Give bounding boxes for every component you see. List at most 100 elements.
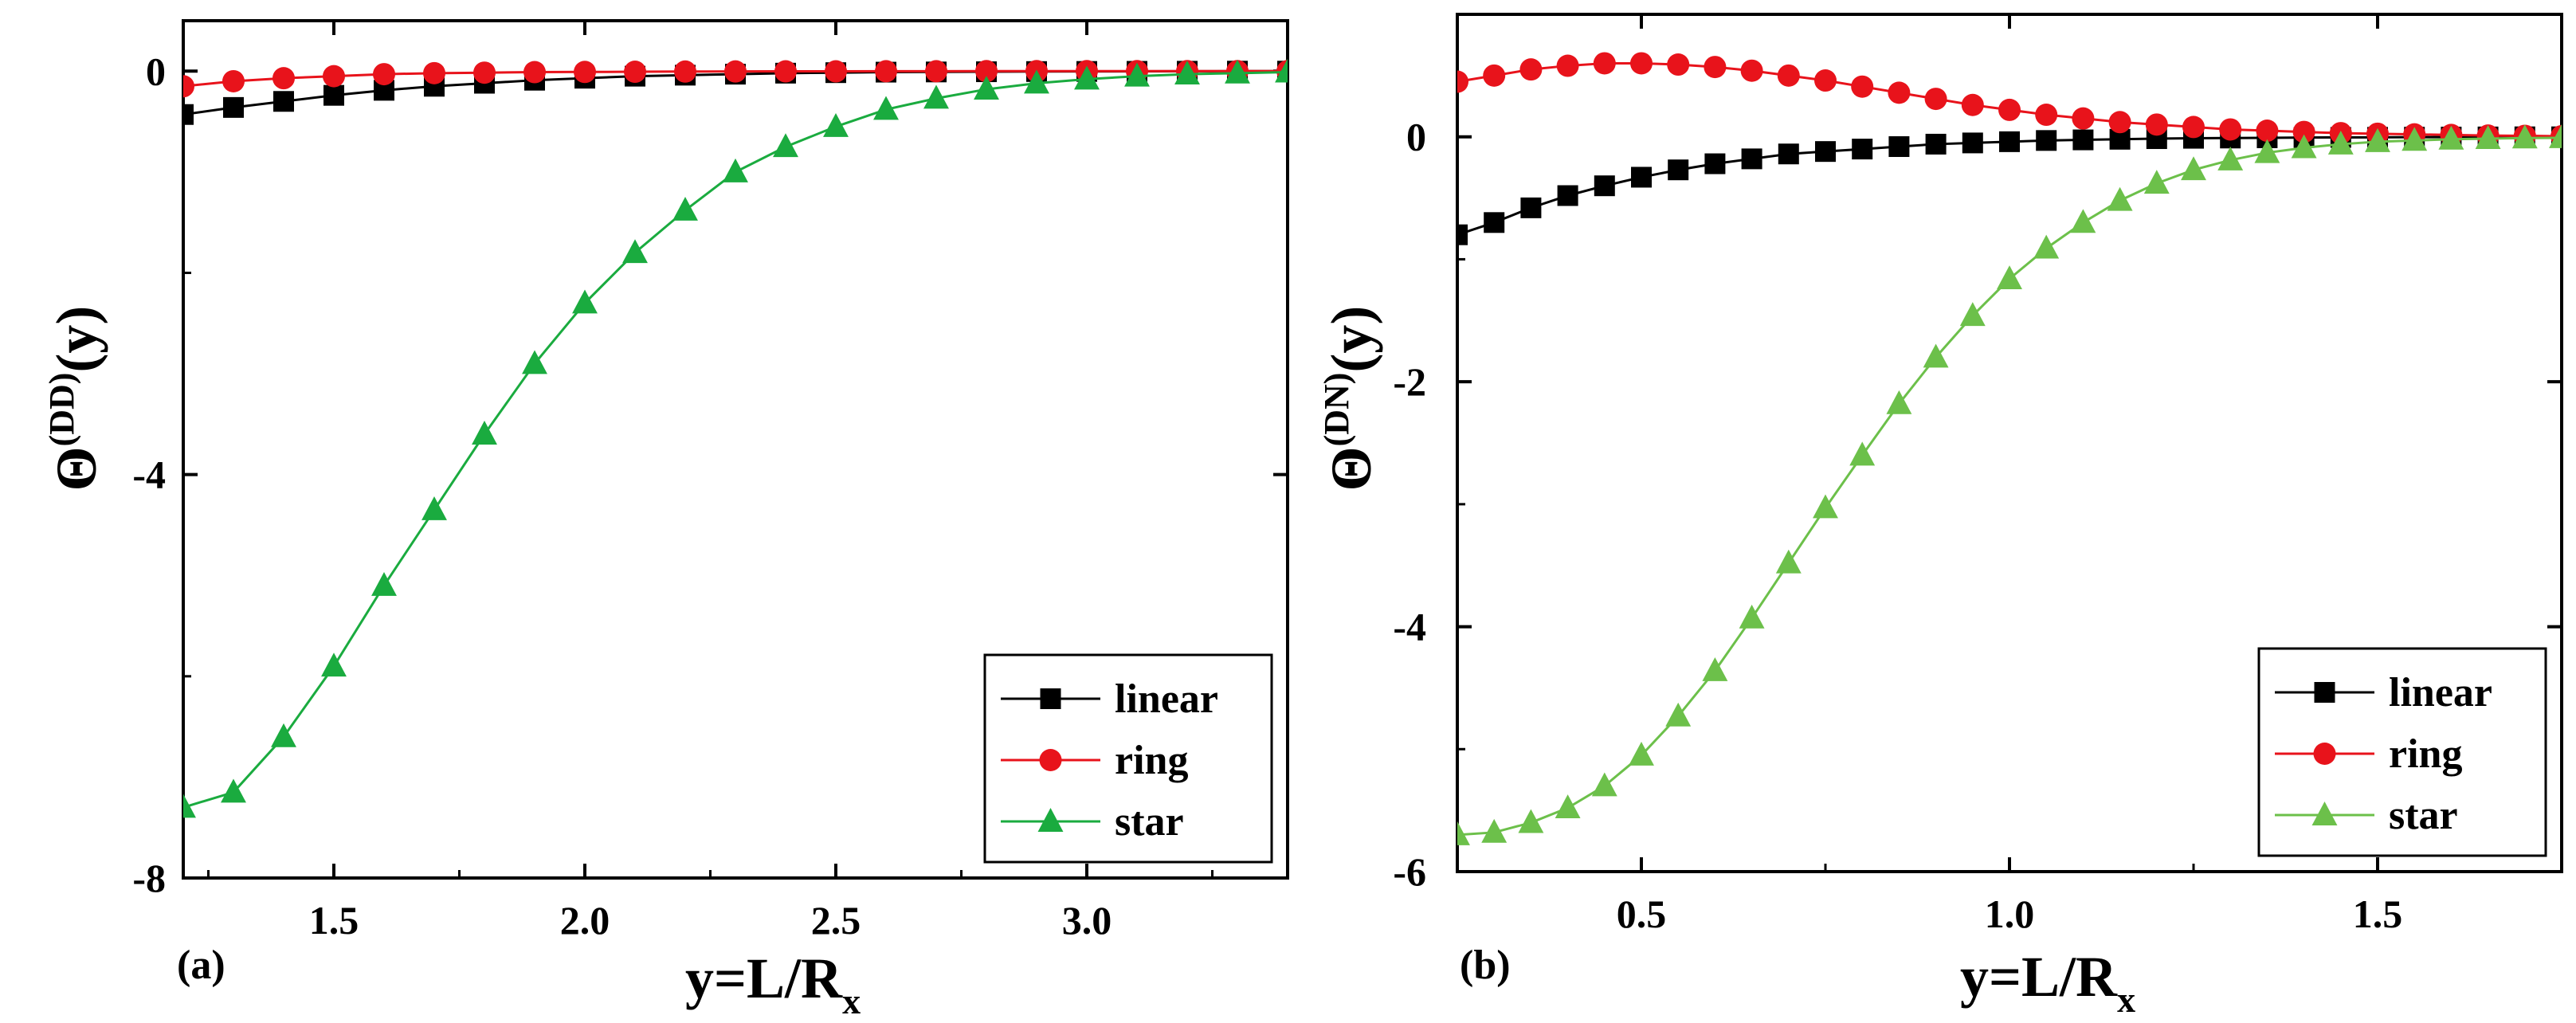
data-point: [1484, 212, 1505, 233]
data-point: [2292, 120, 2315, 143]
y-tick-label: -4: [132, 453, 166, 497]
data-point: [1959, 302, 1986, 327]
data-point: [522, 350, 547, 374]
data-point: [1813, 494, 1838, 519]
data-point: [1457, 224, 1468, 245]
data-point: [2072, 129, 2094, 151]
data-point: [473, 61, 496, 84]
data-point: [723, 158, 748, 182]
plot-area: [1457, 52, 2562, 845]
data-point: [624, 61, 646, 84]
data-point: [1556, 54, 1579, 77]
data-point: [222, 69, 245, 92]
data-point: [1961, 93, 1984, 116]
data-point: [2108, 111, 2131, 134]
data-point: [1520, 197, 1542, 218]
data-point: [1557, 185, 1578, 206]
data-point: [1999, 131, 2020, 152]
data-point: [472, 421, 497, 445]
data-point: [1704, 56, 1727, 79]
data-point: [323, 65, 345, 88]
data-point: [2549, 123, 2562, 148]
series-linear: [1457, 126, 2562, 245]
data-point: [925, 60, 947, 83]
data-point: [672, 197, 698, 221]
data-point: [823, 112, 849, 137]
data-point: [1591, 772, 1617, 797]
data-point: [221, 778, 246, 803]
data-point: [1483, 64, 1506, 87]
data-point: [2327, 130, 2354, 155]
data-point: [1815, 141, 1836, 163]
x-tick-label: 1.5: [2353, 892, 2403, 936]
data-point: [572, 289, 598, 314]
data-point: [724, 60, 747, 83]
data-point: [373, 63, 395, 86]
data-point: [2182, 116, 2205, 139]
data-point: [2254, 139, 2280, 163]
y-tick-label: -6: [1393, 849, 1426, 894]
data-point: [1888, 136, 1910, 158]
x-tick-label: 0.5: [1617, 892, 1667, 936]
data-point: [1849, 441, 1876, 466]
data-point: [1519, 58, 1543, 81]
data-point: [2107, 186, 2133, 211]
data-point: [923, 84, 949, 109]
data-point: [271, 723, 296, 747]
chart-panel-b: 0.5 1.0 1.5 0 -2 -4 -6 linear ring star y=L/Rx Θ(DN…: [1317, 13, 2563, 1020]
legend-marker-ring: [2313, 743, 2336, 765]
data-point: [774, 60, 797, 83]
data-point: [1886, 390, 1912, 414]
panel-label: (b): [1460, 943, 1511, 988]
data-point: [183, 104, 194, 125]
data-point: [1024, 69, 1049, 94]
data-point: [1704, 153, 1726, 174]
data-point: [1630, 52, 1653, 75]
y-tick-label: 0: [1406, 115, 1426, 159]
data-point: [2511, 124, 2538, 149]
x-axis-title: y=L/Rx: [685, 947, 861, 1021]
data-point: [1555, 794, 1581, 819]
data-point: [1924, 88, 1947, 111]
data-point: [321, 653, 347, 677]
y-axis-title: Θ(DN)(y): [1317, 306, 1383, 492]
data-point: [323, 84, 344, 106]
y-tick-label: -8: [132, 856, 166, 900]
plot-frame: [182, 19, 1289, 880]
data-point: [1739, 604, 1765, 629]
data-point: [1629, 742, 1654, 766]
data-point: [1631, 167, 1652, 188]
x-tick-label: 3.0: [1062, 898, 1112, 943]
data-point: [1998, 98, 2021, 121]
data-point: [183, 75, 194, 98]
data-point: [1888, 81, 1911, 104]
legend-marker-linear: [2314, 682, 2335, 703]
panel-label: (a): [177, 943, 225, 988]
data-point: [2475, 125, 2501, 149]
data-point: [2143, 170, 2170, 194]
y-tick-label: -4: [1393, 605, 1426, 649]
data-point: [1814, 69, 1837, 92]
data-point: [2217, 146, 2244, 170]
chart-panel-a: 1.5 2.0 2.5 3.0 0 -4 -8 linear ring star y=L/Rx Θ(D…: [42, 19, 1289, 1021]
data-point: [1457, 821, 1470, 845]
data-point: [2365, 127, 2390, 152]
data-point: [421, 496, 447, 520]
data-point: [574, 61, 596, 84]
x-axis-title: y=L/Rx: [1960, 945, 2135, 1020]
data-point: [974, 76, 999, 100]
legend: linear ring star: [983, 653, 1273, 864]
y-tick-label: 0: [146, 49, 166, 93]
legend-marker-star: [2311, 802, 2338, 825]
data-point: [825, 60, 847, 83]
data-point: [2033, 234, 2060, 259]
data-point: [223, 96, 244, 118]
y-tick-label: -2: [1393, 359, 1426, 404]
data-point: [2402, 127, 2428, 151]
data-point: [272, 67, 295, 90]
data-point: [2036, 130, 2057, 151]
y-axis-title: Θ(DD)(y): [42, 306, 108, 492]
x-tick-label: 2.5: [811, 898, 861, 943]
data-point: [1174, 61, 1200, 85]
